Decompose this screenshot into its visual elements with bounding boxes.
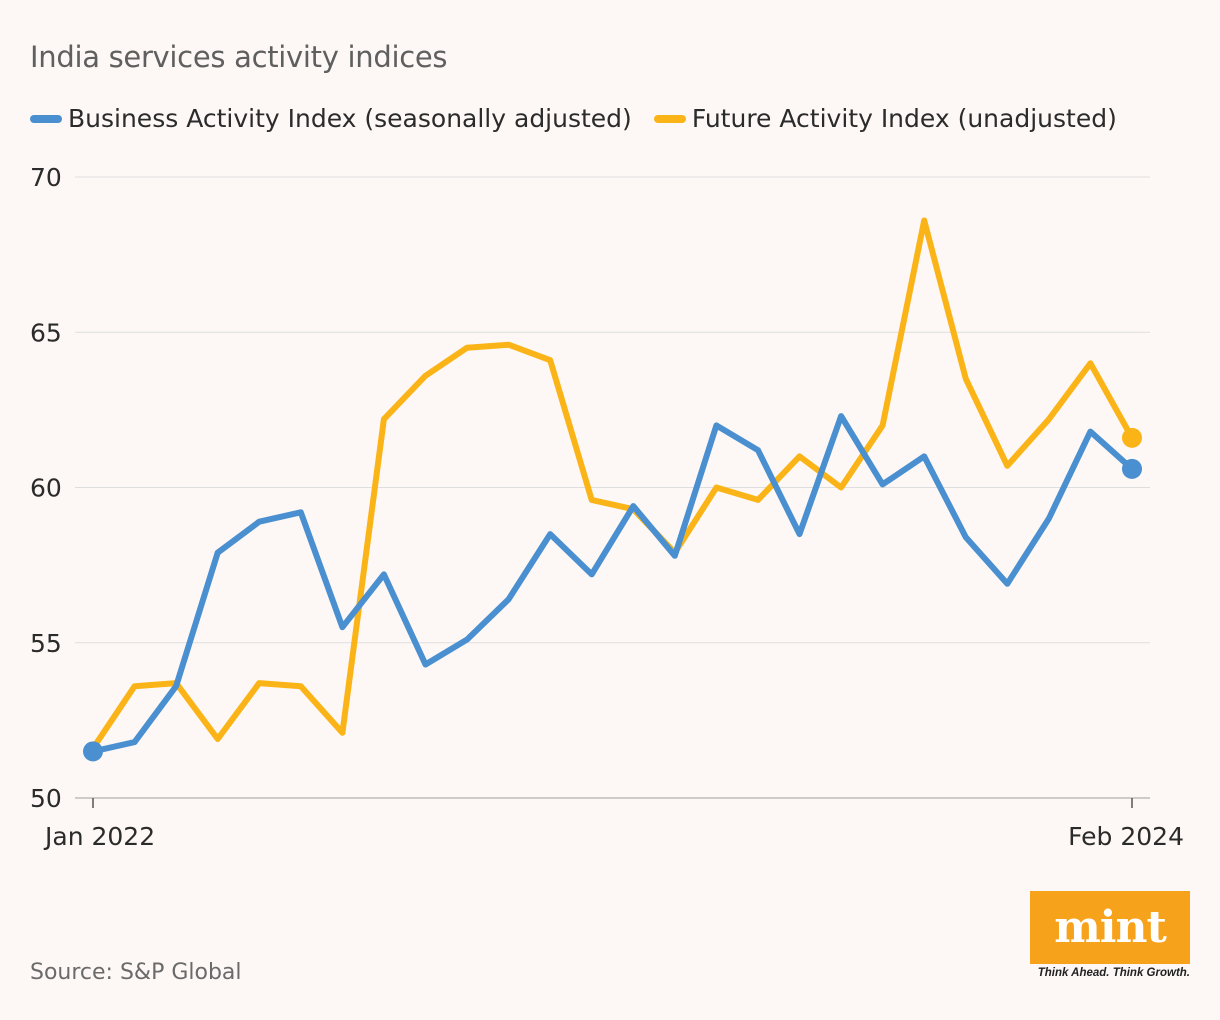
logo-tagline: Think Ahead. Think Growth. <box>1037 967 1190 979</box>
legend-item-future: Future Activity Index (unadjusted) <box>653 104 1117 133</box>
legend-label-future: Future Activity Index (unadjusted) <box>691 104 1117 133</box>
y-tick-label-65: 65 <box>30 318 62 347</box>
x-tick-label-0: Jan 2022 <box>43 822 155 851</box>
source-note: Source: S&P Global <box>30 960 242 985</box>
legend-swatch-future <box>653 114 686 123</box>
y-tick-label-55: 55 <box>30 629 62 658</box>
y-tick-label-50: 50 <box>30 784 62 813</box>
legend-swatch-business <box>30 114 62 123</box>
legend-item-business: Business Activity Index (seasonally adju… <box>30 104 632 133</box>
mint-logo: mint Think Ahead. Think Growth. <box>1030 891 1190 979</box>
legend-label-business: Business Activity Index (seasonally adju… <box>68 104 632 133</box>
legend: Business Activity Index (seasonally adju… <box>30 104 1139 133</box>
end-point-business <box>1122 458 1142 479</box>
y-tick-label-60: 60 <box>30 474 62 503</box>
y-tick-label-70: 70 <box>30 163 62 192</box>
series-line-business <box>90 413 1135 755</box>
series-line-future <box>90 217 1135 752</box>
x-tick-label-1: Feb 2024 <box>1068 822 1184 851</box>
mint-logo-mark: mint <box>1030 891 1190 964</box>
end-point-future <box>1122 427 1142 448</box>
chart-title: India services activity indices <box>30 40 448 74</box>
start-point-business <box>83 741 103 762</box>
